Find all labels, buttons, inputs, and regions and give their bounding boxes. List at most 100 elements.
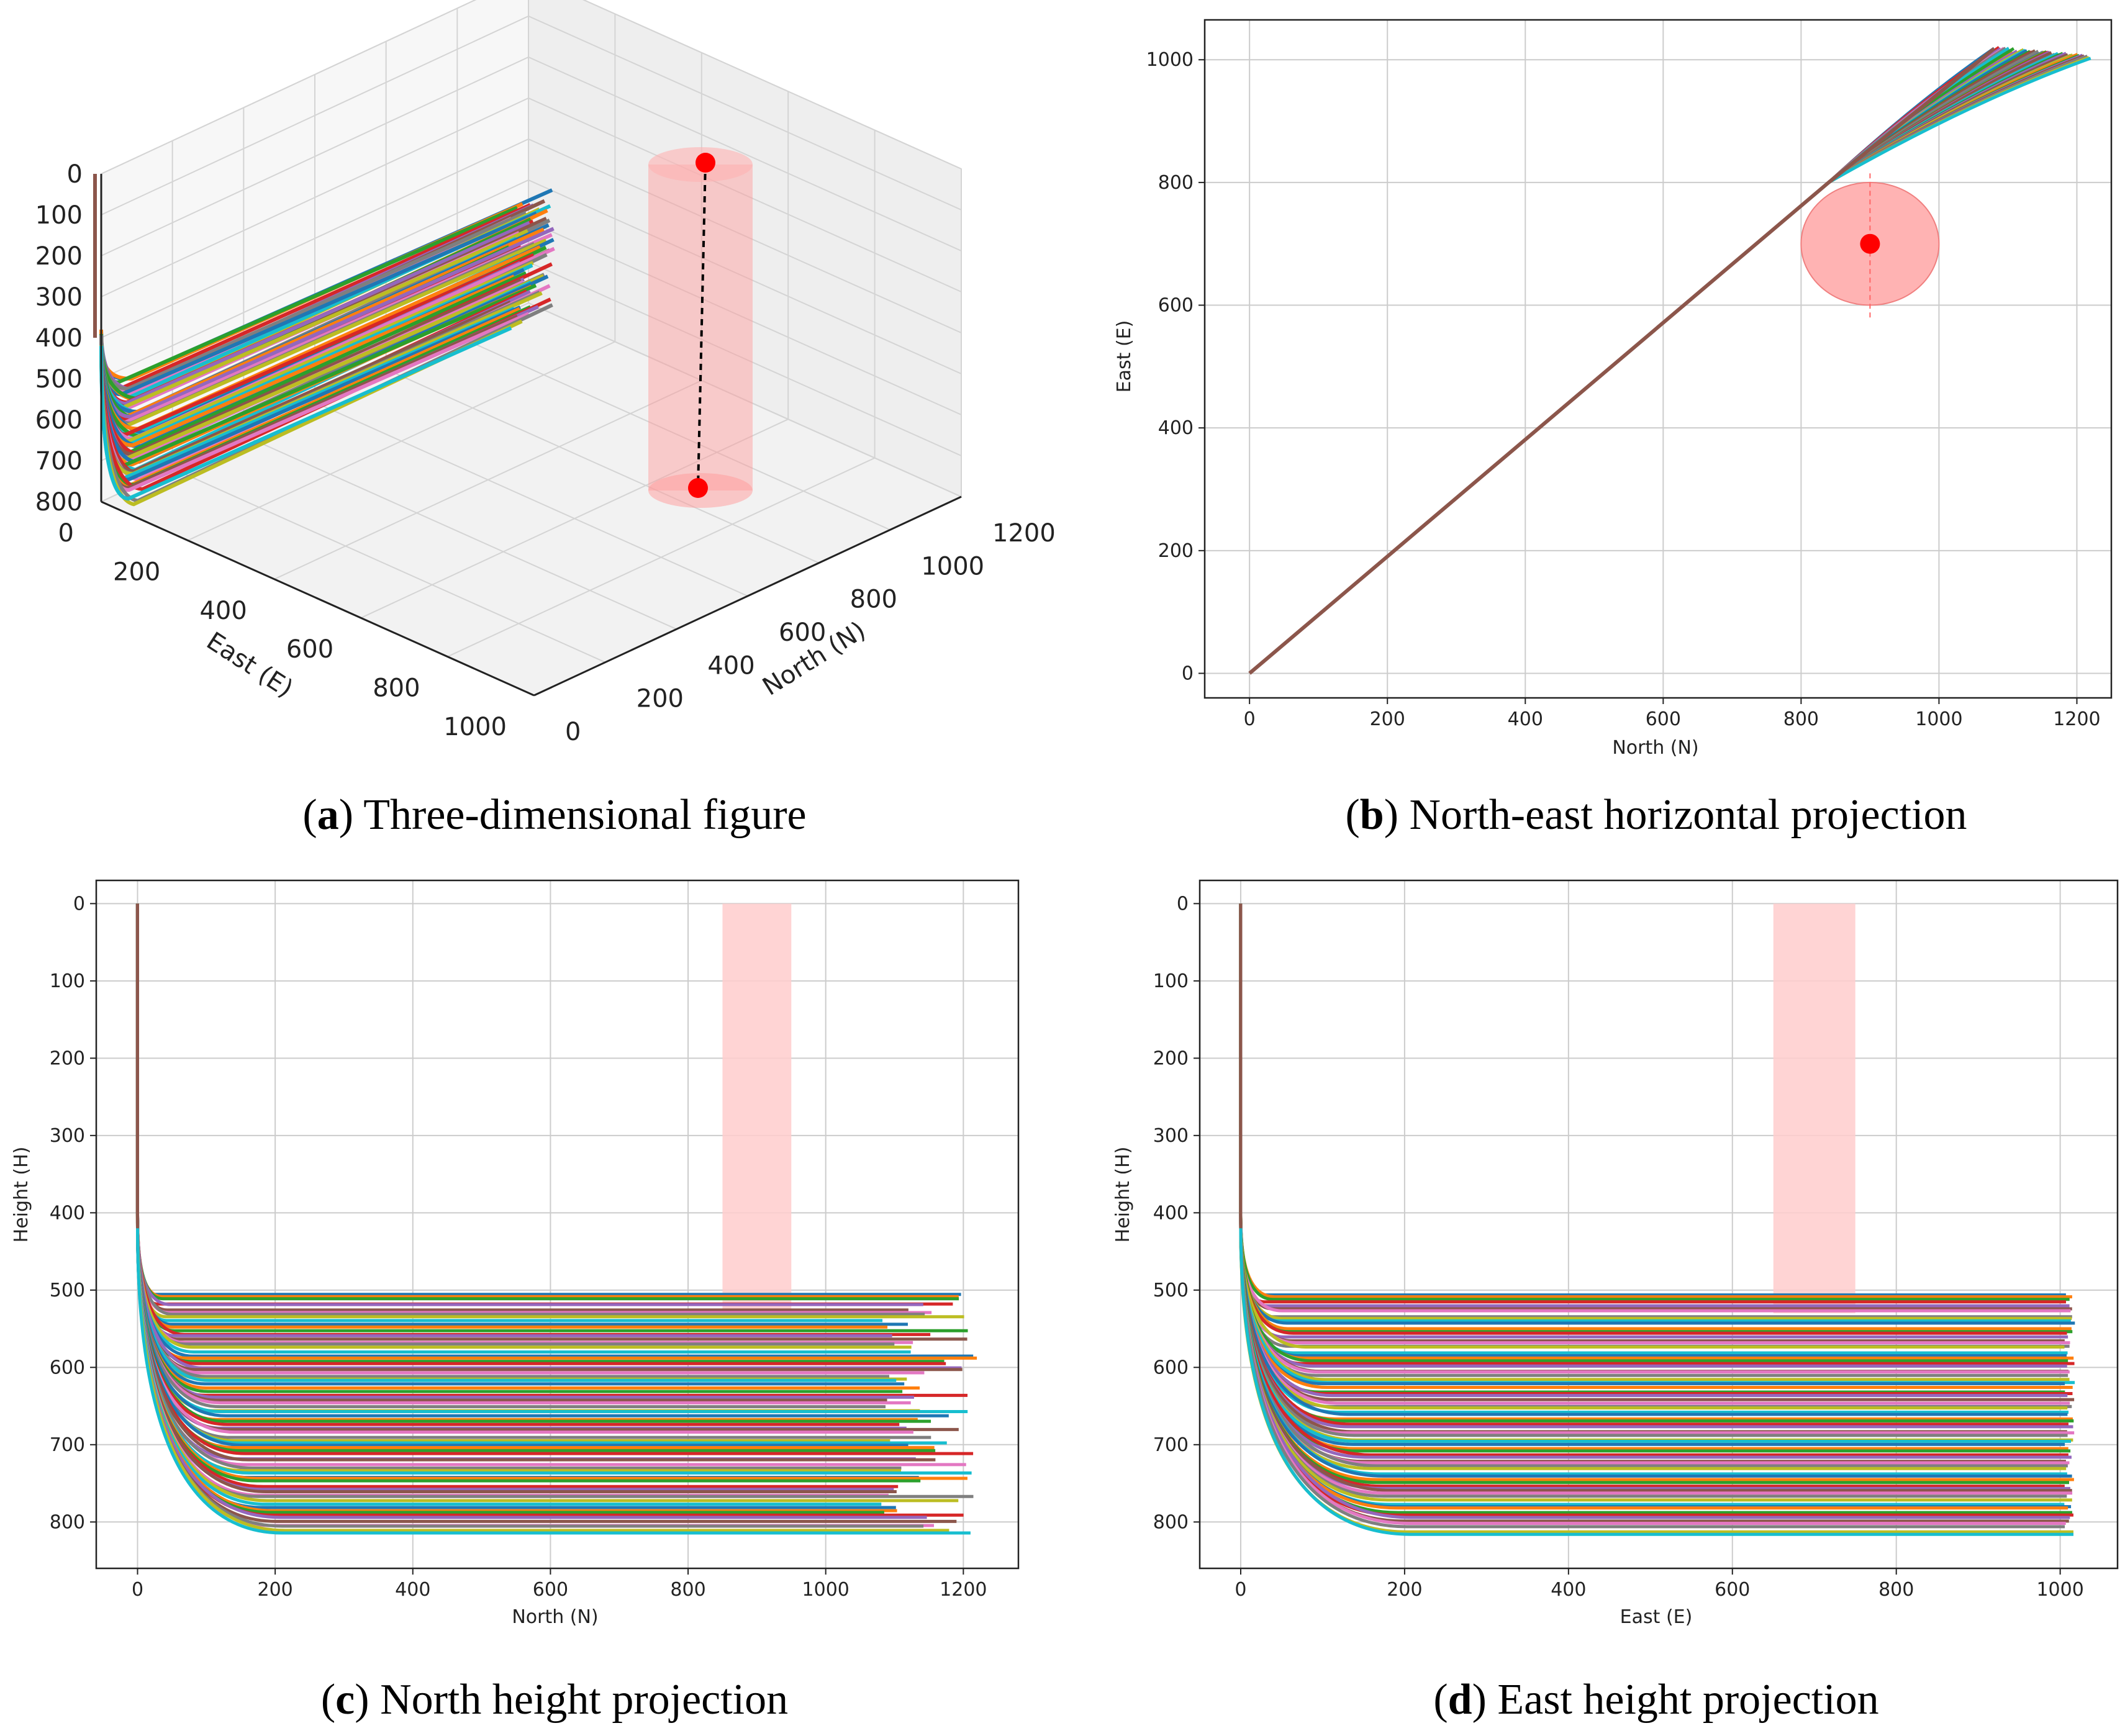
x-tick-label: 200 — [258, 1579, 293, 1601]
east-tick-label: 0 — [58, 519, 74, 548]
north-axis-line — [533, 495, 962, 697]
east-tick-label: 600 — [286, 635, 333, 664]
height-tick-label: 300 — [35, 283, 83, 312]
y-tick-label: 600 — [1158, 295, 1194, 317]
panel-d-plot: 0 200 400 600 800 1000 0 100 200 300 400 500 600 700 8… — [1153, 879, 2119, 1601]
obstacle-band — [722, 903, 792, 1314]
x-tick-label: 200 — [1387, 1579, 1422, 1601]
x-tick-label: 200 — [1370, 708, 1405, 730]
height-tick-label: 0 — [67, 160, 83, 189]
y-tick-label: 700 — [50, 1434, 85, 1456]
y-tick-label: 700 — [1153, 1434, 1189, 1456]
height-tick-label: 400 — [35, 324, 83, 353]
panel-c-xlabel: North (N) — [512, 1606, 598, 1628]
height-tick-label: 800 — [35, 488, 83, 517]
caption-a-text: Three-dimensional figure — [363, 791, 806, 839]
x-tick-label: 1000 — [2036, 1579, 2083, 1601]
y-tick-label: 400 — [1158, 417, 1194, 439]
east-tick-label: 400 — [199, 597, 247, 625]
caption-b-letter: b — [1360, 791, 1384, 839]
x-tick-label: 1000 — [1915, 708, 1962, 730]
grid-line-height — [101, 0, 962, 174]
trajectory-line — [1239, 903, 2073, 1536]
grid-line-height — [101, 138, 962, 338]
north-tick-label: 400 — [707, 651, 754, 680]
y-tick-label: 0 — [73, 893, 85, 915]
panel-a-obstacle-cylinder — [648, 147, 753, 508]
panel-b-xlabel: North (N) — [1612, 737, 1698, 759]
y-tick-label: 100 — [50, 970, 85, 992]
caption-a: (a) Three-dimensional figure — [302, 791, 806, 839]
y-tick-label: 200 — [50, 1047, 85, 1069]
caption-d: (d) East height projection — [1433, 1676, 1878, 1724]
y-tick-label: 800 — [50, 1511, 85, 1533]
target-point-bottom-marker — [688, 478, 708, 498]
x-tick-label: 800 — [1878, 1579, 1914, 1601]
north-tick-label: 600 — [779, 618, 826, 647]
height-tick-label: 600 — [35, 406, 83, 435]
panel-c-plot: 0 200 400 600 800 1000 1200 0 100 200 300 400 500 600… — [50, 879, 1020, 1601]
y-tick-label: 800 — [1153, 1511, 1189, 1533]
y-tick-label: 400 — [1153, 1202, 1189, 1224]
x-tick-label: 800 — [670, 1579, 705, 1601]
height-tick-label: 500 — [35, 365, 83, 394]
panel-a-axes — [100, 174, 962, 697]
grid-line-height — [101, 97, 962, 297]
grid-line-north-floor — [386, 368, 820, 564]
panel-c-ylabel: Height (H) — [11, 1147, 32, 1243]
y-tick-label: 500 — [50, 1280, 85, 1301]
caption-c-text: North height projection — [380, 1676, 788, 1724]
y-tick-label: 1000 — [1146, 49, 1194, 71]
grid-line-north-floor — [172, 468, 606, 663]
target-point-top-marker — [695, 153, 715, 173]
caption-d-text: East height projection — [1497, 1676, 1878, 1724]
grid-line-height — [101, 15, 962, 215]
caption-d-letter: d — [1448, 1676, 1472, 1724]
x-tick-label: 1200 — [2053, 708, 2100, 730]
trajectory-main-line — [1248, 181, 1830, 675]
x-tick-label: 0 — [132, 1579, 143, 1601]
caption-b: (b) North-east horizontal projection — [1345, 791, 1967, 839]
caption-c-letter: c — [335, 1676, 355, 1724]
x-tick-label: 0 — [1235, 1579, 1246, 1601]
caption-b-text: North-east horizontal projection — [1410, 791, 1967, 839]
obstacle-band — [1773, 903, 1855, 1314]
east-tick-label: 1000 — [443, 713, 507, 741]
panel-d-xlabel: East (E) — [1620, 1606, 1693, 1628]
grid-line-height — [101, 56, 962, 256]
east-tick-label: 800 — [373, 674, 420, 703]
north-tick-label: 200 — [637, 685, 684, 713]
y-tick-label: 0 — [1177, 893, 1189, 915]
y-tick-label: 200 — [1158, 540, 1194, 562]
north-tick-label: 0 — [565, 718, 581, 746]
y-tick-label: 800 — [1158, 172, 1194, 194]
y-tick-label: 300 — [1153, 1125, 1189, 1147]
grid-line-north-floor — [314, 402, 748, 597]
grid-line-north-floor — [243, 435, 677, 630]
height-tick-label: 700 — [35, 447, 83, 476]
y-tick-label: 200 — [1153, 1047, 1189, 1069]
north-tick-label: 1000 — [921, 552, 984, 581]
grid — [1205, 20, 2111, 698]
y-tick-label: 400 — [50, 1202, 85, 1224]
y-tick-label: 100 — [1153, 970, 1189, 992]
panel-b-plot: 0 200 400 600 800 1000 1200 0 200 400 600 800 1000 — [1146, 19, 2113, 730]
y-tick-label: 600 — [50, 1357, 85, 1378]
trajectory-upper-line — [1827, 47, 1996, 184]
grid-line-north-floor — [456, 335, 890, 531]
panel-a-3d-plot: 0100200300400500600700800020040060080010… — [35, 0, 1056, 746]
x-tick-label: 600 — [1646, 708, 1681, 730]
height-tick-label: 100 — [35, 201, 83, 230]
x-tick-label: 400 — [1551, 1579, 1586, 1601]
x-tick-label: 1200 — [940, 1579, 987, 1601]
panel-d-ylabel: Height (H) — [1112, 1147, 1134, 1243]
y-tick-label: 300 — [50, 1125, 85, 1147]
plot-frame — [1198, 879, 2119, 1570]
trajectory-line — [1828, 57, 2091, 184]
x-tick-label: 1000 — [802, 1579, 850, 1601]
x-tick-label: 800 — [1783, 708, 1819, 730]
height-tick-label: 200 — [35, 242, 83, 271]
y-tick-label: 600 — [1153, 1357, 1189, 1378]
plot-frame — [1203, 19, 2113, 699]
